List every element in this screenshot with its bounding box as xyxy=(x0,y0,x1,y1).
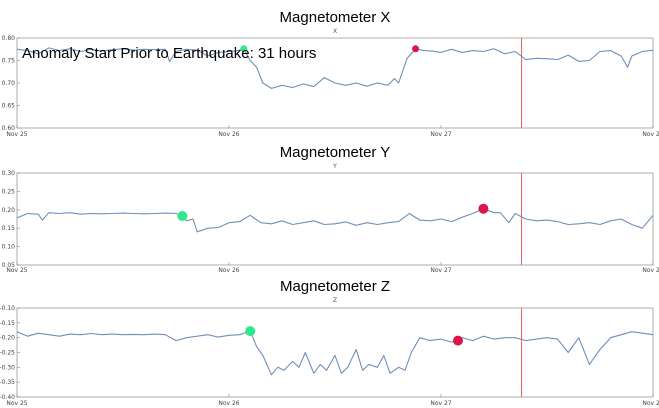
x-tick-label: Nov 26 xyxy=(218,267,239,274)
y-tick-label: -0.30 xyxy=(0,364,15,371)
series-line xyxy=(16,208,654,233)
x-tick-label: Nov 28 xyxy=(642,131,659,138)
x-tick-label: Nov 26 xyxy=(218,400,239,407)
y-tick-label: 0.60 xyxy=(2,125,16,132)
anomaly-end-marker xyxy=(452,335,463,346)
chart-title: Magnetometer X xyxy=(280,9,391,26)
y-tick-label: -0.15 xyxy=(0,320,15,327)
y-axis-label: Y xyxy=(332,163,337,170)
y-tick-label: -0.10 xyxy=(0,305,15,312)
anomaly-start-marker xyxy=(245,326,256,337)
x-tick-label: Nov 25 xyxy=(6,400,27,407)
x-tick-label: Nov 28 xyxy=(642,400,659,407)
series-line xyxy=(16,47,654,89)
anomaly-start-marker xyxy=(240,45,248,53)
chart-panel-2: Magnetometer Y Y 0.05 0.10 0.15 0.20 0.25 0.30 N… xyxy=(2,144,659,274)
x-tick-label: Nov 28 xyxy=(642,267,659,274)
y-tick-label: 0.70 xyxy=(2,80,16,87)
y-tick-label: 0.05 xyxy=(2,262,16,269)
anomaly-end-marker xyxy=(478,203,489,214)
y-tick-label: -0.35 xyxy=(0,379,15,386)
y-tick-label: 0.15 xyxy=(2,225,16,232)
anomaly-end-marker xyxy=(412,45,420,53)
plot-frame xyxy=(16,172,654,266)
y-axis-label: X xyxy=(333,28,337,35)
x-tick-label: Nov 26 xyxy=(218,131,239,138)
chart-panels: Magnetometer X X 0.60 0.65 0.70 0.75 0.80 Nov 2… xyxy=(0,9,659,407)
x-tick-label: Nov 25 xyxy=(6,131,27,138)
y-tick-label: 0.75 xyxy=(2,58,16,65)
chart-title: Magnetometer Z xyxy=(280,278,390,295)
chart-panel-3: Magnetometer Z Z -0.40 -0.35 -0.30 -0.25 -0.20… xyxy=(0,278,659,407)
series-line xyxy=(16,330,654,376)
y-tick-label: 0.80 xyxy=(2,35,16,42)
chart-panel-1: Magnetometer X X 0.60 0.65 0.70 0.75 0.80 Nov 2… xyxy=(2,9,659,138)
plot-frame xyxy=(16,307,654,398)
y-tick-label: -0.25 xyxy=(0,350,15,357)
x-tick-label: Nov 27 xyxy=(430,267,451,274)
x-tick-label: Nov 25 xyxy=(6,267,27,274)
anomaly-start-marker xyxy=(177,211,188,222)
x-tick-label: Nov 27 xyxy=(430,400,451,407)
y-tick-label: -0.20 xyxy=(0,335,15,342)
y-tick-label: 0.65 xyxy=(2,103,16,110)
y-tick-label: 0.20 xyxy=(2,207,16,214)
x-tick-label: Nov 27 xyxy=(430,131,451,138)
y-tick-label: 0.30 xyxy=(2,170,16,177)
y-tick-label: 0.25 xyxy=(2,188,16,195)
y-tick-label: 0.10 xyxy=(2,244,16,251)
y-tick-label: -0.40 xyxy=(0,394,15,401)
chart-title: Magnetometer Y xyxy=(280,144,391,161)
y-axis-label: Z xyxy=(333,297,337,304)
anomaly-annotation: Anomaly Start Prior to Earthquake: 31 ho… xyxy=(22,45,316,62)
